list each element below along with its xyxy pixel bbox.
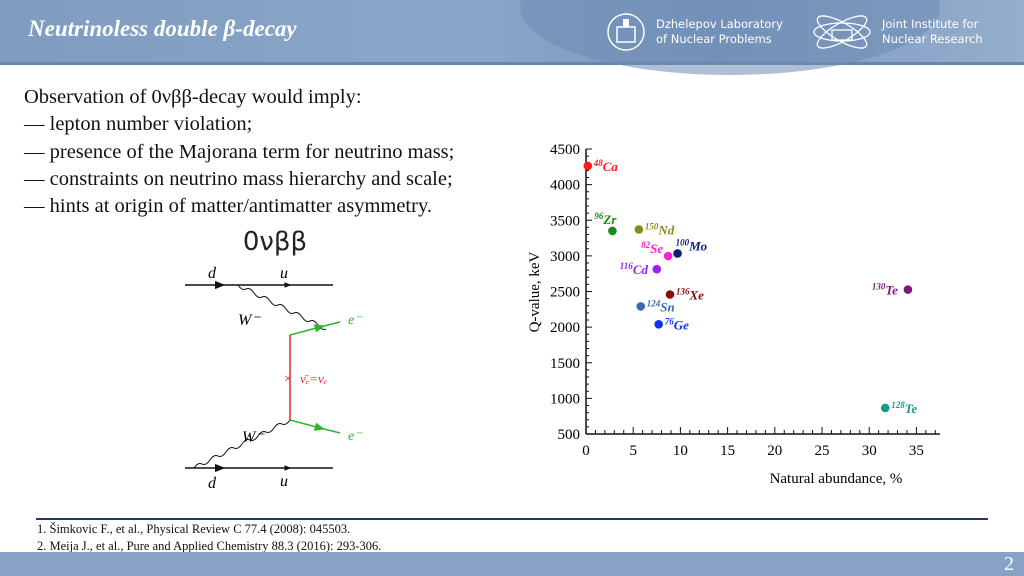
majorana-cross-icon: × (284, 372, 292, 387)
jinr-logo: Joint Institute for Nuclear Research (812, 12, 983, 52)
data-point-82se (663, 251, 673, 261)
bullet-item: — hints at origin of matter/antimatter a… (24, 195, 432, 218)
page-number: 2 (1004, 553, 1014, 575)
slide-header: Neutrinoless double β-decay Dzhelepov La… (0, 0, 1024, 75)
y-tick-label: 1000 (550, 391, 580, 407)
y-tick-label: 1500 (550, 356, 580, 372)
data-point-150nd (634, 225, 644, 234)
x-tick-label: 5 (629, 443, 637, 459)
label-w-top: W⁻ (238, 312, 261, 329)
point-label-128te: 128Te (891, 400, 917, 416)
data-point-136xe (665, 290, 675, 299)
electron-line-bottom (289, 419, 326, 431)
jinr-line2: Nuclear Research (882, 32, 983, 46)
bullet-list: Observation of 0νββ-decay would imply: —… (24, 84, 454, 220)
reference-item: 2. Meija J., et al., Pure and Applied Ch… (37, 539, 382, 553)
y-tick-label: 500 (558, 427, 581, 443)
x-tick-label: 20 (767, 443, 782, 459)
y-tick-label: 3500 (550, 213, 580, 229)
label-u-top: u (280, 265, 288, 282)
reference-item: 1. Šimkovic F., et al., Physical Review … (37, 522, 351, 536)
point-label-96zr: 96Zr (594, 211, 617, 227)
x-tick-label: 15 (720, 443, 735, 459)
data-point-124sn (636, 302, 646, 311)
dlnp-emblem-icon (607, 13, 645, 51)
references: 1. Šimkovic F., et al., Physical Review … (37, 521, 381, 555)
point-label-82se: 82Se (641, 240, 663, 256)
jinr-atom-icon (813, 15, 871, 49)
x-tick-label: 0 (582, 443, 590, 459)
electron-line-top (289, 324, 326, 336)
feynman-diagram: 0νββ d u W⁻ e⁻ × ν̄ₑ=νₑ e⁻ W⁻ d u (185, 227, 363, 492)
x-tick-label: 35 (909, 443, 924, 459)
slide-title: Neutrinoless double β-decay (28, 16, 297, 41)
y-tick-label: 3000 (550, 249, 580, 265)
y-tick-label: 2500 (550, 285, 580, 301)
footer-divider (36, 518, 988, 520)
label-w-bottom: W⁻ (242, 429, 265, 446)
point-label-124sn: 124Sn (647, 298, 675, 314)
x-tick-label: 30 (862, 443, 877, 459)
y-axis-label: Q-value, keV (527, 251, 543, 332)
bullet-item: — lepton number violation; (24, 113, 253, 136)
data-point-116cd (652, 264, 662, 274)
label-d-bottom: d (208, 475, 217, 492)
point-label-48ca: 48Ca (593, 158, 619, 174)
point-label-100mo: 100Mo (676, 237, 708, 253)
data-point-96zr (608, 226, 617, 236)
x-tick-label: 10 (673, 443, 688, 459)
data-point-130te (903, 285, 913, 294)
y-tick-label: 2000 (550, 320, 580, 336)
x-tick-label: 25 (815, 443, 830, 459)
point-label-116cd: 116Cd (620, 261, 649, 277)
dlnp-line1: Dzhelepov Laboratory (656, 17, 783, 31)
w-boson-top (237, 284, 327, 330)
data-point-128te (880, 403, 890, 413)
jinr-line1: Joint Institute for (882, 17, 979, 31)
y-tick-label: 4500 (550, 142, 580, 158)
point-label-130te: 130Te (872, 282, 898, 298)
data-point-48ca (583, 161, 593, 171)
label-d-top: d (208, 265, 217, 282)
bullet-intro: Observation of 0νββ-decay would imply: (24, 86, 362, 108)
bullet-item: — presence of the Majorana term for neut… (24, 140, 455, 163)
diagram-title: 0νββ (243, 227, 307, 257)
y-tick-label: 4000 (550, 178, 580, 194)
point-label-76ge: 76Ge (665, 316, 689, 332)
dlnp-logo: Dzhelepov Laboratory of Nuclear Problems (606, 12, 783, 52)
w-boson-bottom (193, 419, 291, 469)
dlnp-line2: of Nuclear Problems (656, 32, 772, 46)
x-axis-label: Natural abundance, % (770, 471, 903, 487)
data-point-76ge (654, 320, 663, 329)
label-u-bottom: u (280, 473, 288, 490)
point-label-136xe: 136Xe (676, 286, 704, 302)
label-e-top: e⁻ (348, 313, 363, 328)
bullet-item: — constraints on neutrino mass hierarchy… (24, 167, 453, 190)
point-label-150nd: 150Nd (645, 221, 675, 237)
data-point-100mo (673, 249, 682, 258)
label-e-bottom: e⁻ (348, 429, 363, 444)
label-neutrino: ν̄ₑ=νₑ (300, 371, 327, 386)
bottom-bar (0, 552, 1024, 576)
